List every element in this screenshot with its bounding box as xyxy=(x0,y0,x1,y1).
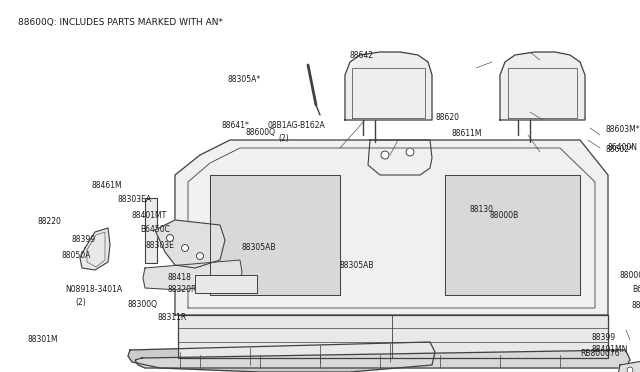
Circle shape xyxy=(196,253,204,260)
Text: 88611M: 88611M xyxy=(452,128,483,138)
Text: 88305A*: 88305A* xyxy=(228,76,261,84)
Polygon shape xyxy=(178,315,608,358)
Text: B6450C: B6450C xyxy=(140,225,170,234)
Text: 88300Q: 88300Q xyxy=(128,301,158,310)
Polygon shape xyxy=(128,342,435,372)
Polygon shape xyxy=(210,175,340,295)
Text: 88641*: 88641* xyxy=(222,121,250,129)
Text: 88050A: 88050A xyxy=(62,250,92,260)
Text: 08B1AG-B162A: 08B1AG-B162A xyxy=(268,121,326,129)
Text: N08918-3401A: N08918-3401A xyxy=(65,285,122,295)
Text: 86400N: 86400N xyxy=(608,144,638,153)
Text: 88399: 88399 xyxy=(71,235,95,244)
Text: RB800076: RB800076 xyxy=(580,349,620,358)
Text: 88602*: 88602* xyxy=(605,145,633,154)
Text: 88320R: 88320R xyxy=(168,285,197,295)
Circle shape xyxy=(166,234,173,241)
Text: 88000B: 88000B xyxy=(620,270,640,279)
Text: 88600Q: INCLUDES PARTS MARKED WITH AN*: 88600Q: INCLUDES PARTS MARKED WITH AN* xyxy=(18,18,223,27)
Text: (2): (2) xyxy=(278,134,289,142)
Text: 88130: 88130 xyxy=(470,205,494,215)
FancyBboxPatch shape xyxy=(145,198,157,263)
Text: 88311R: 88311R xyxy=(158,314,188,323)
Polygon shape xyxy=(143,260,242,290)
Polygon shape xyxy=(445,175,580,295)
Text: 88303E: 88303E xyxy=(145,241,174,250)
Circle shape xyxy=(406,148,414,156)
Polygon shape xyxy=(618,358,640,372)
Polygon shape xyxy=(80,228,110,270)
Polygon shape xyxy=(500,52,585,120)
Text: 88220: 88220 xyxy=(38,218,62,227)
Polygon shape xyxy=(345,52,432,120)
Text: 88301M: 88301M xyxy=(27,336,58,344)
Circle shape xyxy=(627,367,633,372)
Text: 88642: 88642 xyxy=(350,51,374,60)
FancyBboxPatch shape xyxy=(195,275,257,293)
Text: 88305AB: 88305AB xyxy=(340,260,374,269)
Text: 88401MT: 88401MT xyxy=(132,211,167,219)
Text: 88603M*: 88603M* xyxy=(605,125,639,135)
Text: 88000A: 88000A xyxy=(632,301,640,310)
Circle shape xyxy=(182,244,189,251)
Text: 88620: 88620 xyxy=(435,113,459,122)
Text: 88305AB: 88305AB xyxy=(242,244,276,253)
Circle shape xyxy=(381,151,389,159)
Text: 88000B: 88000B xyxy=(490,211,519,219)
Text: 88401MN: 88401MN xyxy=(592,346,628,355)
Text: (2): (2) xyxy=(75,298,86,307)
Polygon shape xyxy=(175,140,608,315)
Text: 88600Q: 88600Q xyxy=(245,128,275,138)
Polygon shape xyxy=(135,350,630,368)
Text: 88399: 88399 xyxy=(592,334,616,343)
Text: 88461M: 88461M xyxy=(91,180,122,189)
Polygon shape xyxy=(155,220,225,268)
Text: 88303EA: 88303EA xyxy=(117,196,151,205)
Text: B6450C: B6450C xyxy=(632,285,640,295)
Text: 88418: 88418 xyxy=(168,273,192,282)
